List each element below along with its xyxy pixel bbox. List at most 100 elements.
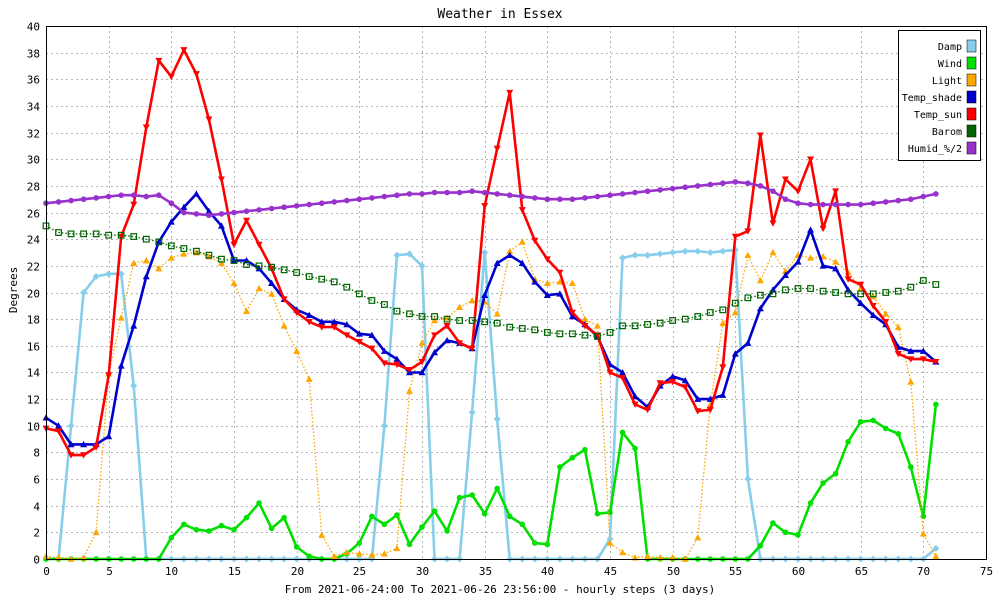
data-point: [694, 534, 702, 541]
data-point: [919, 277, 927, 284]
x-axis-label: From 2021-06-24:00 To 2021-06-26 23:56:0…: [285, 583, 715, 596]
data-point: [794, 188, 802, 195]
data-point: [606, 369, 614, 376]
data-point: [117, 231, 125, 239]
data-point: [80, 196, 87, 203]
data-point: [281, 204, 287, 211]
data-point: [293, 269, 301, 276]
data-point: [933, 401, 939, 408]
data-point: [757, 542, 764, 549]
data-point: [418, 339, 426, 346]
data-point: [405, 250, 413, 258]
data-point: [719, 306, 727, 314]
data-point: [606, 329, 614, 336]
data-point: [656, 554, 664, 561]
data-point: [820, 480, 826, 486]
data-point: [368, 345, 376, 352]
data-point: [857, 281, 865, 289]
data-point: [581, 331, 589, 339]
data-point: [681, 384, 689, 391]
data-point: [732, 179, 739, 185]
data-point: [506, 513, 513, 520]
data-point: [644, 321, 651, 328]
data-point: [493, 310, 501, 317]
data-point: [393, 251, 401, 259]
data-point: [506, 89, 514, 97]
data-point: [756, 304, 764, 312]
data-point: [393, 355, 401, 362]
data-point: [431, 348, 439, 356]
data-point: [142, 257, 150, 264]
data-point: [882, 289, 890, 296]
data-point: [67, 230, 75, 238]
data-point: [206, 212, 212, 219]
data-point: [394, 512, 400, 518]
data-point: [782, 529, 789, 536]
data-point: [268, 525, 275, 532]
data-point: [67, 452, 75, 459]
x-tick-label: 75: [980, 565, 993, 578]
data-point: [819, 262, 827, 269]
data-point: [745, 180, 751, 187]
data-point: [380, 360, 388, 367]
x-tick-label: 35: [479, 565, 492, 578]
grid-layer: [46, 26, 986, 559]
y-tick-label: 38: [27, 48, 40, 61]
y-tick-label: 36: [27, 74, 40, 87]
data-point: [418, 313, 426, 320]
y-tick-label: 14: [27, 367, 41, 380]
legend-label: Damp: [938, 42, 962, 53]
data-point: [130, 322, 138, 329]
data-point: [694, 313, 702, 320]
data-point: [393, 307, 401, 315]
data-point: [794, 285, 802, 292]
data-point: [869, 290, 877, 298]
data-point: [343, 548, 351, 556]
data-point: [280, 266, 288, 274]
data-point: [293, 203, 300, 209]
data-point: [531, 278, 539, 285]
data-point: [80, 554, 88, 561]
data-point: [330, 552, 338, 560]
data-point: [381, 521, 388, 528]
data-point: [606, 539, 614, 546]
data-point: [205, 116, 213, 123]
data-point: [581, 315, 589, 322]
y-tick-label: 24: [27, 234, 41, 247]
plot-frame: [46, 26, 987, 560]
data-point: [656, 319, 664, 327]
data-point: [669, 372, 677, 380]
data-point: [807, 285, 814, 292]
data-point: [418, 262, 426, 270]
data-point: [681, 376, 689, 384]
data-point: [343, 332, 351, 339]
data-point: [932, 544, 940, 552]
data-point: [907, 378, 915, 385]
data-point: [443, 315, 451, 323]
data-point: [180, 47, 188, 54]
data-point: [619, 368, 627, 376]
legend: Damp Wind Light Temp_shade Temp_sun Barom Humi…: [898, 30, 981, 161]
data-point: [231, 526, 237, 533]
data-point: [795, 532, 801, 538]
data-point: [669, 554, 677, 561]
x-tick-label: 0: [43, 565, 50, 578]
data-point: [105, 432, 113, 440]
data-point: [619, 191, 626, 197]
data-point: [769, 249, 777, 256]
data-point: [368, 551, 376, 558]
data-point: [907, 356, 915, 363]
data-point: [556, 278, 564, 285]
x-tick-label: 70: [917, 565, 930, 578]
data-point: [531, 237, 539, 245]
data-point: [355, 339, 363, 346]
series-line: [45, 225, 937, 338]
data-point: [117, 270, 125, 278]
data-point: [619, 429, 626, 436]
data-point: [155, 265, 163, 272]
data-point: [231, 209, 237, 216]
data-point: [256, 500, 262, 506]
data-point: [543, 329, 551, 336]
y-tick-label: 34: [27, 101, 41, 114]
